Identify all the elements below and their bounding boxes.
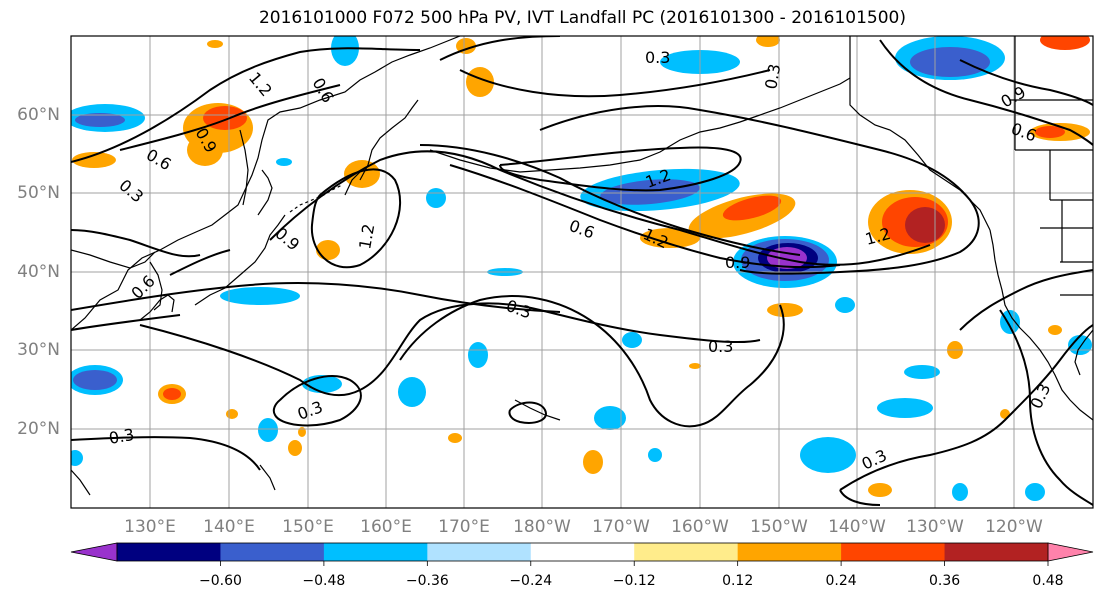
lon-label: 130°W	[906, 517, 964, 537]
lat-label-30: 30°N	[17, 340, 60, 360]
graticule	[71, 36, 1093, 508]
colorbar-segment	[323, 543, 428, 561]
lon-label: 120°W	[985, 517, 1043, 537]
lon-label: 160°W	[671, 517, 729, 537]
colorbar-segment	[634, 543, 739, 561]
colorbar-tick-label: −0.12	[613, 573, 656, 589]
latitude-labels: 60°N 50°N 40°N 30°N 20°N	[17, 105, 60, 439]
lon-label: 150°E	[282, 517, 334, 537]
colorbar-tick-label: −0.48	[302, 573, 345, 589]
lon-label: 180°W	[513, 517, 571, 537]
lat-label-20: 20°N	[17, 419, 60, 439]
contour-label: 0.3	[107, 425, 135, 448]
lon-label: 140°E	[203, 517, 255, 537]
coastlines	[71, 36, 1093, 496]
lon-label: 150°W	[750, 517, 808, 537]
colorbar-tick-label: −0.60	[199, 573, 242, 589]
colorbar-segment	[737, 543, 842, 561]
colorbar-outline	[116, 542, 1049, 562]
colorbar-segment	[944, 543, 1049, 561]
lon-label: 130°E	[124, 517, 176, 537]
colorbar-segment	[117, 543, 221, 561]
contours	[71, 36, 1093, 506]
colorbar-tick-label: 0.36	[929, 573, 960, 589]
colorbar-tick-label: 0.48	[1032, 573, 1063, 589]
contour-label: 0.9	[725, 253, 750, 272]
longitude-labels: 130°E 140°E 150°E 160°E 170°E 180°W 170°…	[124, 517, 1043, 537]
contour-label: 0.3	[645, 48, 670, 67]
colorbar-segment	[220, 543, 325, 561]
colorbar-left-extension	[70, 542, 118, 562]
colorbar-tick-label: −0.24	[509, 573, 552, 589]
colorbar-tick-label: 0.12	[722, 573, 753, 589]
colorbar-tick-label: −0.36	[406, 573, 449, 589]
colorbar-segment	[841, 543, 946, 561]
contour-label: 1.2	[355, 222, 378, 250]
lon-label: 170°W	[592, 517, 650, 537]
lat-label-50: 50°N	[17, 183, 60, 203]
lon-label: 140°W	[828, 517, 886, 537]
colorbar-segment	[530, 543, 635, 561]
colorbar-right-extension	[1047, 542, 1094, 562]
colorbar: −0.60 −0.48 −0.36 −0.24 −0.12 0.12 0.24 0.36 0.4…	[70, 542, 1094, 589]
lat-label-60: 60°N	[17, 105, 60, 125]
contour-label: 0.3	[761, 62, 784, 90]
map-title: 2016101000 F072 500 hPa PV, IVT Landfall…	[258, 8, 906, 28]
colorbar-segment	[427, 543, 532, 561]
contour-label: 0.3	[708, 337, 733, 356]
lon-label: 170°E	[438, 517, 490, 537]
plot-border	[70, 35, 1094, 509]
colorbar-tick-label: 0.24	[826, 573, 857, 589]
lon-label: 160°E	[360, 517, 412, 537]
lat-label-40: 40°N	[17, 262, 60, 282]
